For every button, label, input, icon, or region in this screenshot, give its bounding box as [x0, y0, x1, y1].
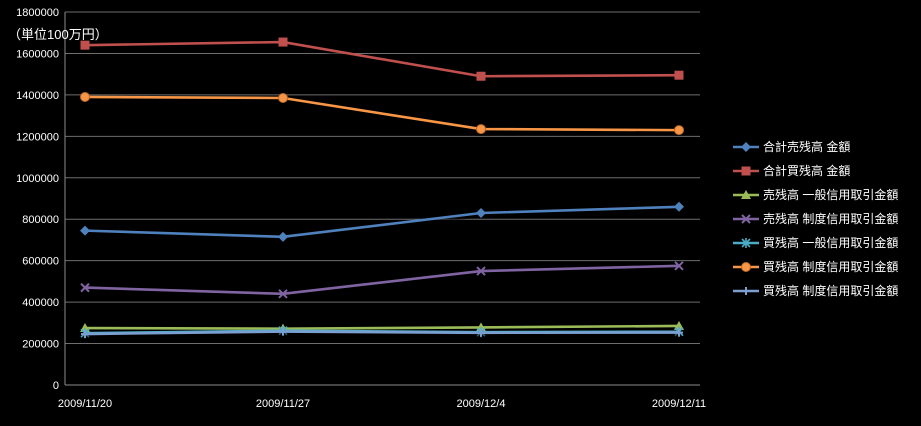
x-marker: [476, 266, 486, 276]
y-tick-label: 200000: [22, 339, 59, 351]
x-marker: [278, 289, 288, 299]
circle-marker: [741, 261, 751, 272]
x-marker: [674, 261, 684, 271]
series-line: [84, 324, 680, 330]
series-markers: [81, 327, 683, 339]
y-tick-label: 1400000: [16, 90, 59, 102]
legend-item: 買残高 制度信用取引金額: [733, 258, 898, 275]
legend-label: 売残高 一般信用取引金額: [763, 188, 899, 202]
y-tick-label: 600000: [22, 256, 59, 268]
diamond-marker: [80, 225, 90, 236]
x-tick-label: 2009/12/11: [652, 398, 706, 410]
circle-marker: [278, 92, 288, 103]
plus-marker: [477, 328, 485, 337]
series-shadow: [86, 332, 681, 339]
legend-item: 売残高 制度信用取引金額: [733, 210, 898, 227]
series-shadow: [86, 331, 681, 338]
plus-legend-key-icon: [733, 286, 759, 295]
diamond-legend-key-icon: [733, 141, 759, 152]
legend-item: 合計買残高 金額: [733, 162, 898, 179]
diamond-marker: [278, 231, 288, 242]
triangle-marker: [741, 189, 751, 199]
diamond-marker: [674, 201, 684, 212]
triangle-marker: [674, 320, 684, 330]
plus-marker: [279, 327, 287, 336]
legend-item: 買残高 一般信用取引金額: [733, 234, 898, 251]
x-tick-label: 2009/11/27: [256, 398, 310, 410]
legend-label: 合計買残高 金額: [763, 164, 851, 178]
series-line: [84, 264, 680, 296]
y-tick-label: 1600000: [16, 48, 59, 60]
legend-label: 買残高 一般信用取引金額: [763, 236, 899, 250]
triangle-legend-key-icon: [733, 189, 759, 199]
circle-marker: [674, 125, 684, 136]
legend-item: 売残高 一般信用取引金額: [733, 186, 898, 203]
series-markers: [80, 261, 684, 299]
series-markers: [80, 37, 684, 81]
plus-marker: [675, 328, 683, 337]
plus-marker: [81, 330, 89, 339]
series-markers: [80, 91, 684, 136]
legend-label: 買残高 制度信用取引金額: [763, 260, 899, 274]
series-shadow: [86, 207, 681, 241]
series-shadow: [86, 97, 681, 135]
diamond-marker: [476, 208, 486, 219]
y-tick-label: 1000000: [16, 173, 59, 185]
x-marker: [741, 213, 751, 224]
series-line: [84, 40, 680, 78]
x-marker: [80, 282, 90, 293]
square-marker: [476, 71, 486, 81]
y-tick-label: 800000: [22, 214, 59, 226]
circle-marker: [476, 124, 486, 135]
square-marker: [278, 37, 288, 47]
series-markers: [80, 201, 684, 242]
legend-item: 合計売残高 金額: [733, 138, 898, 155]
unit-label: （単位100万円）: [8, 27, 108, 42]
x-tick-label: 2009/12/4: [457, 398, 506, 410]
asterisk-marker: [741, 237, 751, 248]
series-line: [84, 95, 680, 132]
legend-label: 合計売残高 金額: [763, 140, 851, 154]
x-tick-label: 2009/11/20: [58, 398, 112, 410]
legend-item: 買残高 制度信用取引金額: [733, 282, 898, 299]
square-legend-key-icon: [733, 166, 759, 175]
diamond-marker: [741, 141, 751, 152]
circle-legend-key-icon: [733, 261, 759, 272]
series-shadow: [86, 43, 681, 81]
y-tick-label: 1800000: [16, 7, 59, 19]
square-marker: [674, 70, 684, 80]
asterisk-legend-key-icon: [733, 237, 759, 248]
series-line: [84, 330, 680, 336]
series-line: [84, 205, 680, 239]
circle-marker: [80, 91, 90, 102]
chart-legend: 合計売残高 金額 合計買残高 金額売残高 一般信用取引金額 売残高 制度信用取引金額…: [733, 138, 898, 299]
legend-label: 買残高 制度信用取引金額: [763, 284, 899, 298]
legend-label: 売残高 制度信用取引金額: [763, 212, 899, 226]
square-marker: [80, 40, 90, 50]
y-tick-label: 1200000: [16, 131, 59, 143]
square-marker: [741, 166, 751, 175]
series-shadow: [86, 266, 681, 298]
x-legend-key-icon: [733, 213, 759, 224]
y-tick-label: 400000: [22, 297, 59, 309]
plus-marker: [742, 286, 750, 295]
y-tick-label: 0: [53, 380, 59, 392]
